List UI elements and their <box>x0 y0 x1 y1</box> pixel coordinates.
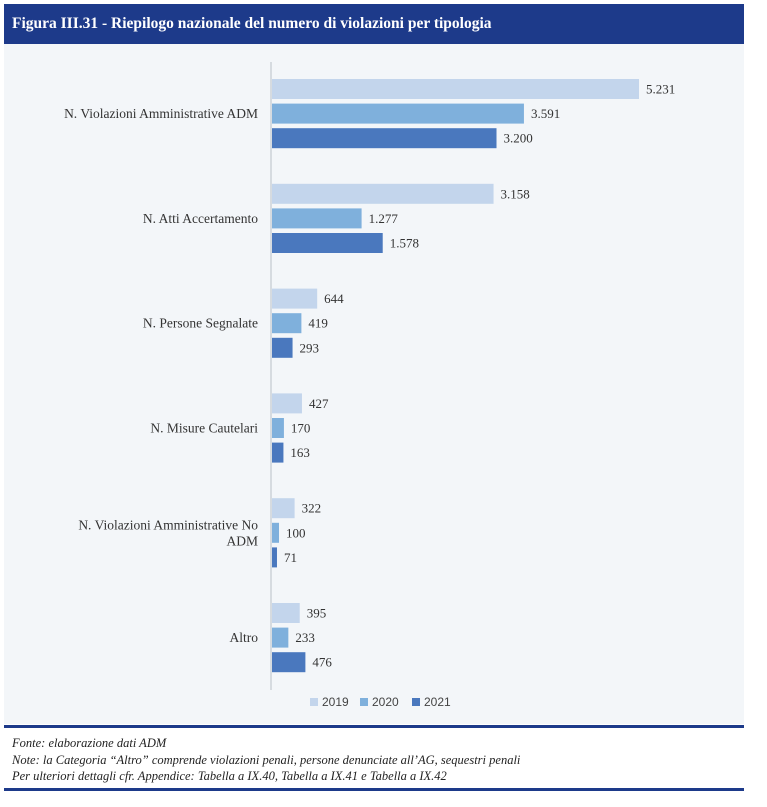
bar-2021-4 <box>272 547 277 568</box>
bar-2019-0 <box>272 79 639 99</box>
value-label-2021-1: 1.578 <box>390 236 419 251</box>
value-label-2020-3: 170 <box>291 421 311 436</box>
legend-label-2020: 2020 <box>372 695 399 709</box>
bar-2021-0 <box>272 128 497 149</box>
value-label-2019-0: 5.231 <box>646 82 675 97</box>
value-label-2020-1: 1.277 <box>369 211 399 226</box>
value-label-2020-0: 3.591 <box>531 106 560 121</box>
bar-2019-1 <box>272 183 494 204</box>
category-label-1: N. Atti Accertamento <box>143 211 258 226</box>
value-label-2021-0: 3.200 <box>504 131 533 146</box>
category-label-2: N. Persone Segnalate <box>143 316 258 331</box>
bar-2020-2 <box>272 313 302 334</box>
legend-label-2019: 2019 <box>322 695 349 709</box>
value-label-2021-3: 163 <box>290 445 310 460</box>
plot-area <box>4 44 744 724</box>
legend-label-2021: 2021 <box>424 695 451 709</box>
value-labels-layer: 5.231 3.591 3.200 3.158 1.277 1.578 644 419 293 4… <box>284 82 675 670</box>
value-label-2019-4: 322 <box>302 501 322 516</box>
category-label-5: Altro <box>230 630 259 645</box>
bar-chart: 5.231 3.591 3.200 3.158 1.277 1.578 644 419 293 4… <box>64 62 675 709</box>
category-labels-layer: N. Violazioni Amministrative ADM N. Atti … <box>64 106 258 645</box>
bar-2020-3 <box>272 418 284 438</box>
legend-swatch-2021 <box>412 698 420 706</box>
bar-2021-2 <box>272 337 293 358</box>
notes-bottom-rule <box>4 788 744 791</box>
value-label-2021-5: 476 <box>312 655 332 670</box>
bar-2020-4 <box>272 522 280 543</box>
bar-2020-0 <box>272 103 524 124</box>
category-note: Note: la Categoria “Altro” comprende vio… <box>12 752 521 767</box>
bar-2019-3 <box>272 393 302 414</box>
value-label-2020-2: 419 <box>308 316 328 331</box>
bar-2020-1 <box>272 208 362 229</box>
category-label-4: N. Violazioni Amministrative No ADM <box>78 517 258 548</box>
bar-2019-2 <box>272 288 318 309</box>
figure-notes: Fonte: elaborazione dati ADM Note: la Ca… <box>12 735 742 785</box>
notes-top-rule <box>4 725 744 728</box>
appendix-note: Per ulteriori dettagli cfr. Appendice: T… <box>12 769 447 783</box>
bar-2020-5 <box>272 627 289 648</box>
value-label-2021-4: 71 <box>284 550 297 565</box>
value-label-2020-5: 233 <box>295 630 315 645</box>
bar-2019-5 <box>272 603 300 623</box>
value-label-2021-2: 293 <box>300 340 320 355</box>
bar-2019-4 <box>272 498 295 519</box>
bar-2021-5 <box>272 652 306 673</box>
legend-swatch-2020 <box>360 698 368 706</box>
figure-title: Figura III.31 - Riepilogo nazionale del … <box>4 4 744 44</box>
value-label-2019-3: 427 <box>309 396 329 411</box>
value-label-2019-5: 395 <box>307 606 327 621</box>
bar-2021-3 <box>272 442 284 463</box>
category-label-0: N. Violazioni Amministrative ADM <box>64 106 258 121</box>
category-label-3: N. Misure Cautelari <box>150 421 258 436</box>
bars-layer <box>272 79 639 673</box>
value-label-2020-4: 100 <box>286 525 306 540</box>
value-label-2019-2: 644 <box>324 291 344 306</box>
legend: 2019 2020 2021 <box>310 695 451 709</box>
bar-2021-1 <box>272 233 383 253</box>
source-note: Fonte: elaborazione dati ADM <box>12 736 167 750</box>
value-label-2019-1: 3.158 <box>501 186 530 201</box>
legend-swatch-2019 <box>310 698 318 706</box>
